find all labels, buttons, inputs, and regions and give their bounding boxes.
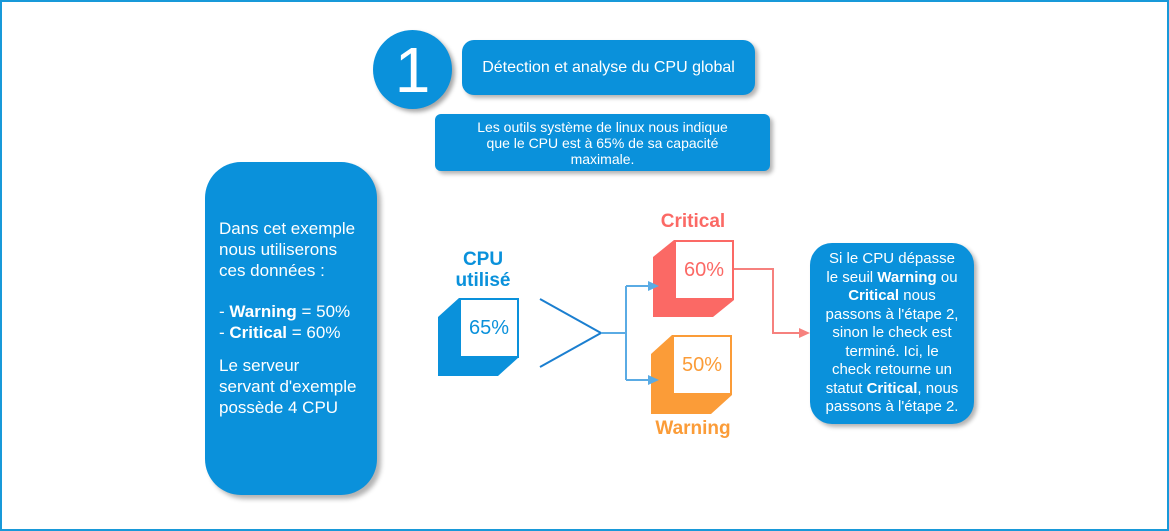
warning-threshold-line: - Warning = 50% [219,301,365,322]
note-text: check retourne un [831,361,953,378]
threshold-lines: - Warning = 50% - Critical = 60% [219,301,365,343]
note-text: passons à l'étape 2. [825,398,959,415]
critical-value-box: 60% [674,240,734,300]
note-critical-term: Critical [848,287,900,304]
critical-arrowhead-icon [648,281,659,291]
note-line: sinon le check est [815,324,969,343]
note-text: Si le CPU dépasse [829,250,955,267]
note-text: sinon le check est [832,324,952,341]
note-line: le seuil Warning ou [815,269,969,288]
warning-label: Warning [655,418,731,439]
step-number: 1 [394,33,431,106]
note-text: statut [825,379,867,397]
cpu-value-box: 65% [459,298,519,358]
note-critical-term: Critical [866,379,918,397]
note-line: terminé. Ici, le [815,343,969,362]
title-text: Détection et analyse du CPU global [482,58,735,76]
warning-threshold-prefix: - [219,302,230,321]
warning-arrowhead-icon [648,375,659,385]
example-intro-text: Dans cet exemple nous utiliserons ces do… [219,219,356,280]
note-text: nous [899,287,936,304]
example-outro-text: Le serveur servant d'exemple possède 4 C… [219,356,357,417]
note-line: passons à l'étape 2. [815,398,969,417]
note-line: Critical nous [815,287,969,306]
warning-threshold-value: = 50% [296,302,351,321]
critical-to-note-connector [734,268,799,334]
note-arrowhead-icon [799,328,810,338]
split-diagonal-top-line [539,298,602,334]
note-text: ou [936,268,958,286]
note-text: , nous [917,379,959,397]
subtitle-text: Les outils système de linux nous indique… [477,118,728,167]
note-text: le seuil [826,268,878,286]
critical-label: Critical [660,211,726,232]
critical-value-text: 60% [683,258,725,281]
subtitle-box: Les outils système de linux nous indique… [435,114,770,171]
split-diagonal-bottom-line [539,332,602,368]
critical-threshold-line: - Critical = 60% [219,322,365,343]
cpu-label: CPU utilisé [455,249,511,291]
step-number-badge: 1 [373,30,452,109]
note-text: passons à l'étape 2, [825,305,959,323]
decision-note-box: Si le CPU dépasse le seuil Warning ou Cr… [810,243,974,424]
cpu-value-text: 65% [468,316,510,339]
note-text: terminé. Ici, le [845,342,939,360]
note-line: passons à l'étape 2, [815,306,969,325]
note-warning-term: Warning [877,268,937,286]
warning-value-box: 50% [672,335,732,395]
title-box: Détection et analyse du CPU global [462,40,755,95]
note-line: statut Critical, nous [815,380,969,399]
example-data-box: Dans cet exemple nous utiliserons ces do… [205,162,377,495]
critical-threshold-prefix: - [219,323,230,342]
critical-threshold-value: = 60% [287,323,341,342]
note-line: Si le CPU dépasse [815,250,969,269]
critical-threshold-label: Critical [229,323,288,342]
note-line: check retourne un [815,361,969,380]
warning-threshold-label: Warning [229,302,297,321]
warning-value-text: 50% [681,353,723,376]
